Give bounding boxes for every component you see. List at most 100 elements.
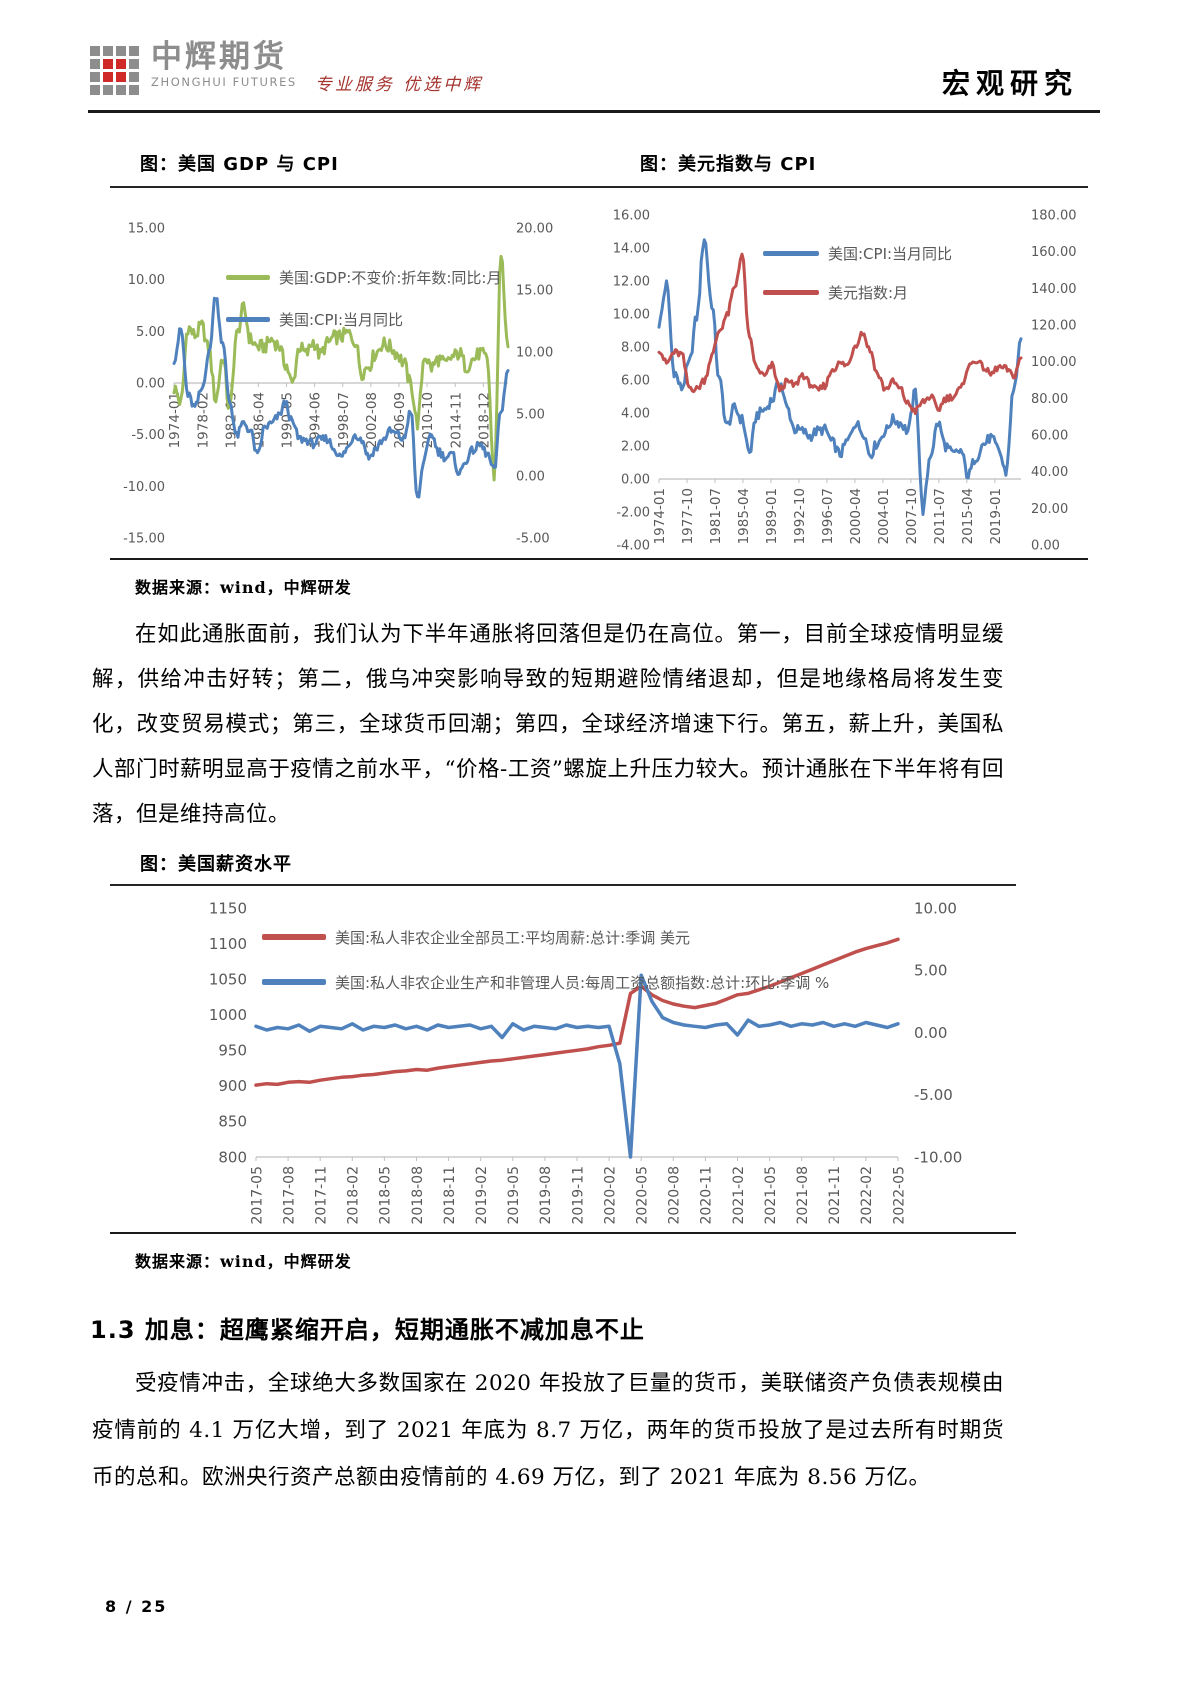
svg-text:1998-07: 1998-07: [336, 392, 352, 448]
svg-text:-10.00: -10.00: [914, 1148, 962, 1166]
svg-text:1985-04: 1985-04: [736, 488, 752, 544]
header-logo: 中辉期货 ZHONGHUI FUTURES 专业服务 优选中辉: [90, 42, 483, 95]
svg-text:1974-01: 1974-01: [652, 488, 668, 544]
svg-text:20.00: 20.00: [1031, 502, 1068, 517]
svg-text:1992-10: 1992-10: [792, 488, 808, 544]
svg-text:2020-11: 2020-11: [699, 1166, 715, 1225]
svg-text:800: 800: [218, 1148, 247, 1166]
header-rule: [88, 110, 1100, 113]
svg-text:16.00: 16.00: [613, 209, 650, 224]
svg-text:2014-11: 2014-11: [448, 392, 464, 448]
datasource-note-2: 数据来源：wind，中辉研发: [135, 1252, 352, 1271]
legend-label: 美国:CPI:当月同比: [828, 244, 953, 263]
svg-text:1994-06: 1994-06: [308, 392, 324, 448]
svg-text:2019-11: 2019-11: [570, 1166, 586, 1225]
svg-text:950: 950: [218, 1042, 247, 1060]
fig3-bottom-rule: [110, 1232, 1016, 1234]
svg-text:2021-08: 2021-08: [795, 1166, 811, 1225]
svg-text:1989-01: 1989-01: [764, 488, 780, 544]
svg-text:2007-10: 2007-10: [904, 488, 920, 544]
svg-text:900: 900: [218, 1077, 247, 1095]
svg-text:-4.00: -4.00: [616, 539, 650, 554]
logo-tagline: 专业服务 优选中辉: [314, 75, 484, 95]
fig3-caption: 图：美国薪资水平: [140, 854, 292, 875]
fig2-chart-box: 16.00 14.00 12.00 10.00 8.00 6.00 4.00 2.00 0.00…: [575, 195, 1090, 563]
svg-text:4.00: 4.00: [621, 407, 650, 422]
fig12-caption-rule: [110, 186, 1088, 188]
svg-text:850: 850: [218, 1113, 247, 1131]
fig3-chart-box: 1150 1100 1050 1000 950 900 850 800 10.00 5.00 0.0…: [178, 888, 1010, 1228]
svg-text:-2.00: -2.00: [616, 506, 650, 521]
svg-text:-10.00: -10.00: [123, 480, 165, 495]
fig1-chart-box: 15.00 10.00 5.00 0.00 -5.00 -10.00 -15.00 20.00…: [110, 195, 565, 563]
legend-row: 美国:私人非农企业生产和非管理人员:每周工资总额指数:总计:环比:季调 %: [262, 972, 829, 992]
svg-text:10.00: 10.00: [516, 346, 553, 361]
svg-text:12.00: 12.00: [613, 275, 650, 290]
svg-text:1000: 1000: [209, 1006, 247, 1024]
fig1-caption: 图：美国 GDP 与 CPI: [140, 154, 339, 175]
logo-name-en: ZHONGHUI FUTURES: [151, 75, 297, 89]
page-number: 8 / 25: [105, 1597, 168, 1616]
fig12-bottom-rule: [110, 558, 1088, 560]
legend-label: 美国:私人非农企业生产和非管理人员:每周工资总额指数:总计:环比:季调 %: [335, 973, 830, 992]
svg-text:2018-08: 2018-08: [410, 1166, 426, 1225]
fig2-legend: 美国:CPI:当月同比 美元指数:月: [763, 243, 952, 302]
svg-text:1978-02: 1978-02: [195, 392, 211, 448]
cpi-series-swatch-icon: [226, 316, 270, 322]
svg-text:0.00: 0.00: [136, 377, 165, 392]
svg-text:2022-05: 2022-05: [891, 1166, 907, 1225]
svg-text:2021-11: 2021-11: [827, 1166, 843, 1225]
svg-text:1996-07: 1996-07: [820, 488, 836, 544]
svg-text:1981-07: 1981-07: [708, 488, 724, 544]
legend-row: 美国:GDP:不变价:折年数:同比:月: [226, 267, 502, 287]
svg-text:0.00: 0.00: [914, 1024, 947, 1042]
svg-text:14.00: 14.00: [613, 242, 650, 257]
fig2-caption: 图：美元指数与 CPI: [640, 154, 817, 175]
fig1-legend: 美国:GDP:不变价:折年数:同比:月 美国:CPI:当月同比: [226, 267, 502, 329]
legend-label: 美元指数:月: [828, 283, 909, 302]
svg-text:20.00: 20.00: [516, 222, 553, 237]
svg-text:2018-11: 2018-11: [442, 1166, 458, 1225]
svg-text:2019-08: 2019-08: [538, 1166, 554, 1225]
svg-text:2018-02: 2018-02: [346, 1166, 362, 1225]
svg-text:2021-05: 2021-05: [763, 1166, 779, 1225]
svg-text:2000-04: 2000-04: [848, 488, 864, 544]
svg-text:40.00: 40.00: [1031, 465, 1068, 480]
svg-text:2017-11: 2017-11: [314, 1166, 330, 1225]
svg-text:-5.00: -5.00: [131, 428, 165, 443]
svg-text:2020-05: 2020-05: [635, 1166, 651, 1225]
section-heading: 1.3 加息：超鹰紧缩开启，短期通胀不减加息不止: [90, 1316, 645, 1344]
svg-text:6.00: 6.00: [621, 374, 650, 389]
us-gdp-cpi-chart: 15.00 10.00 5.00 0.00 -5.00 -10.00 -15.00 20.00…: [123, 222, 553, 547]
legend-label: 美国:CPI:当月同比: [279, 310, 404, 329]
svg-text:10.00: 10.00: [613, 308, 650, 323]
svg-text:2019-01: 2019-01: [988, 488, 1004, 544]
svg-text:180.00: 180.00: [1031, 209, 1077, 224]
legend-row: 美国:私人非农企业全部员工:平均周薪:总计:季调 美元: [262, 927, 829, 947]
usd-index-series-swatch-icon: [763, 289, 819, 295]
weekly-earnings-swatch-icon: [262, 934, 326, 940]
svg-text:2021-02: 2021-02: [731, 1166, 747, 1225]
svg-text:2020-08: 2020-08: [667, 1166, 683, 1225]
svg-text:80.00: 80.00: [1031, 392, 1068, 407]
svg-text:2017-05: 2017-05: [249, 1166, 265, 1225]
legend-row: 美国:CPI:当月同比: [763, 243, 952, 263]
svg-text:2.00: 2.00: [621, 440, 650, 455]
svg-text:1977-10: 1977-10: [680, 488, 696, 544]
svg-text:2022-02: 2022-02: [859, 1166, 875, 1225]
svg-text:120.00: 120.00: [1031, 319, 1077, 334]
cpi-series-swatch-icon: [763, 250, 819, 256]
svg-text:-15.00: -15.00: [123, 532, 165, 547]
svg-text:2020-02: 2020-02: [602, 1166, 618, 1225]
svg-text:1150: 1150: [209, 899, 247, 917]
gdp-series-swatch-icon: [226, 274, 270, 280]
svg-text:5.00: 5.00: [516, 408, 545, 423]
svg-text:0.00: 0.00: [1031, 539, 1060, 554]
svg-text:10.00: 10.00: [128, 273, 165, 288]
us-wage-chart: 1150 1100 1050 1000 950 900 850 800 10.00 5.00 0.0…: [209, 899, 963, 1225]
svg-text:2019-05: 2019-05: [506, 1166, 522, 1225]
svg-text:2004-01: 2004-01: [876, 488, 892, 544]
svg-text:2017-08: 2017-08: [281, 1166, 297, 1225]
svg-text:8.00: 8.00: [621, 341, 650, 356]
